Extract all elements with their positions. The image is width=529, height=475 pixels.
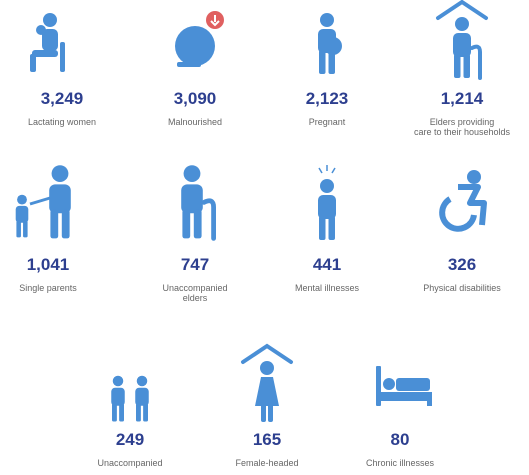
icon-lactating [30,13,65,72]
item-label: Physical disabilities [423,283,501,293]
item-label: Single parents [19,283,77,293]
item-value: 80 [391,430,410,449]
item-label: Mental illnesses [295,283,360,293]
item-label: care to their households [414,127,511,137]
icon-pregnant [318,13,342,74]
item-label: Pregnant [309,117,346,127]
icon-unaccompanied-elder [181,165,213,238]
item-label: Female-headed [235,458,298,468]
icon-wheelchair [439,170,487,232]
icon-single-parent [15,165,71,239]
item-value: 1,214 [441,89,484,108]
icons [15,0,488,422]
icon-children [111,375,149,422]
item-label: elders [183,293,208,303]
item-value: 2,123 [306,89,349,108]
item-value: 165 [253,430,281,449]
item-label: Unaccompanied [162,283,227,293]
item-value: 3,090 [174,89,217,108]
icon-bed [376,366,432,406]
item-value: 3,249 [41,89,84,108]
icon-elder-household [436,0,488,78]
item-label: Malnourished [168,117,222,127]
icon-mental [318,165,336,240]
item-value: 747 [181,255,209,274]
item-value: 326 [448,255,476,274]
item-label: Elders providing [430,117,495,127]
item-value: 441 [313,255,341,274]
item-value: 1,041 [27,255,70,274]
item-label: Lactating women [28,117,96,127]
icon-malnourished [175,11,224,67]
item-value: 249 [116,430,144,449]
icon-female-headed [241,344,293,422]
item-label: Unaccompanied [97,458,162,468]
item-label: Chronic illnesses [366,458,435,468]
